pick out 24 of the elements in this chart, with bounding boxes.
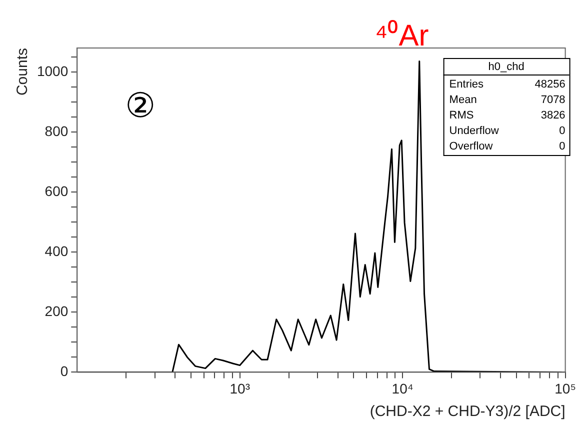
x-axis-title: (CHD-X2 + CHD-Y3)/2 [ADC] xyxy=(370,403,566,420)
annotation: Mean xyxy=(449,94,477,106)
annotation: 7078 xyxy=(540,94,566,106)
annotation: Underflow xyxy=(449,124,499,137)
annotation: 0 xyxy=(559,140,566,152)
chart-title: ⁴⁰Ar xyxy=(374,19,429,52)
annotation: Overflow xyxy=(449,140,493,152)
annotation: 3826 xyxy=(540,109,566,122)
annotation: 0 xyxy=(559,124,566,137)
y-tick-label: 0 xyxy=(60,363,68,380)
annotation: h0_chd xyxy=(488,60,524,73)
annotation: RMS xyxy=(449,109,474,122)
annotation: 48256 xyxy=(534,78,566,90)
y-tick-label: 1000 xyxy=(36,62,68,79)
x-tick-label: 10⁴ xyxy=(392,380,414,396)
annotation: ② xyxy=(125,86,156,126)
y-axis-title: Counts xyxy=(14,48,32,96)
x-tick-label: 10⁵ xyxy=(554,380,576,396)
y-tick-label: 200 xyxy=(44,303,68,320)
y-tick-label: 400 xyxy=(44,242,68,259)
annotation: Entries xyxy=(449,78,484,90)
y-tick-label: 600 xyxy=(44,182,68,199)
y-tick-label: 800 xyxy=(44,122,68,139)
x-tick-label: 10³ xyxy=(230,380,250,396)
